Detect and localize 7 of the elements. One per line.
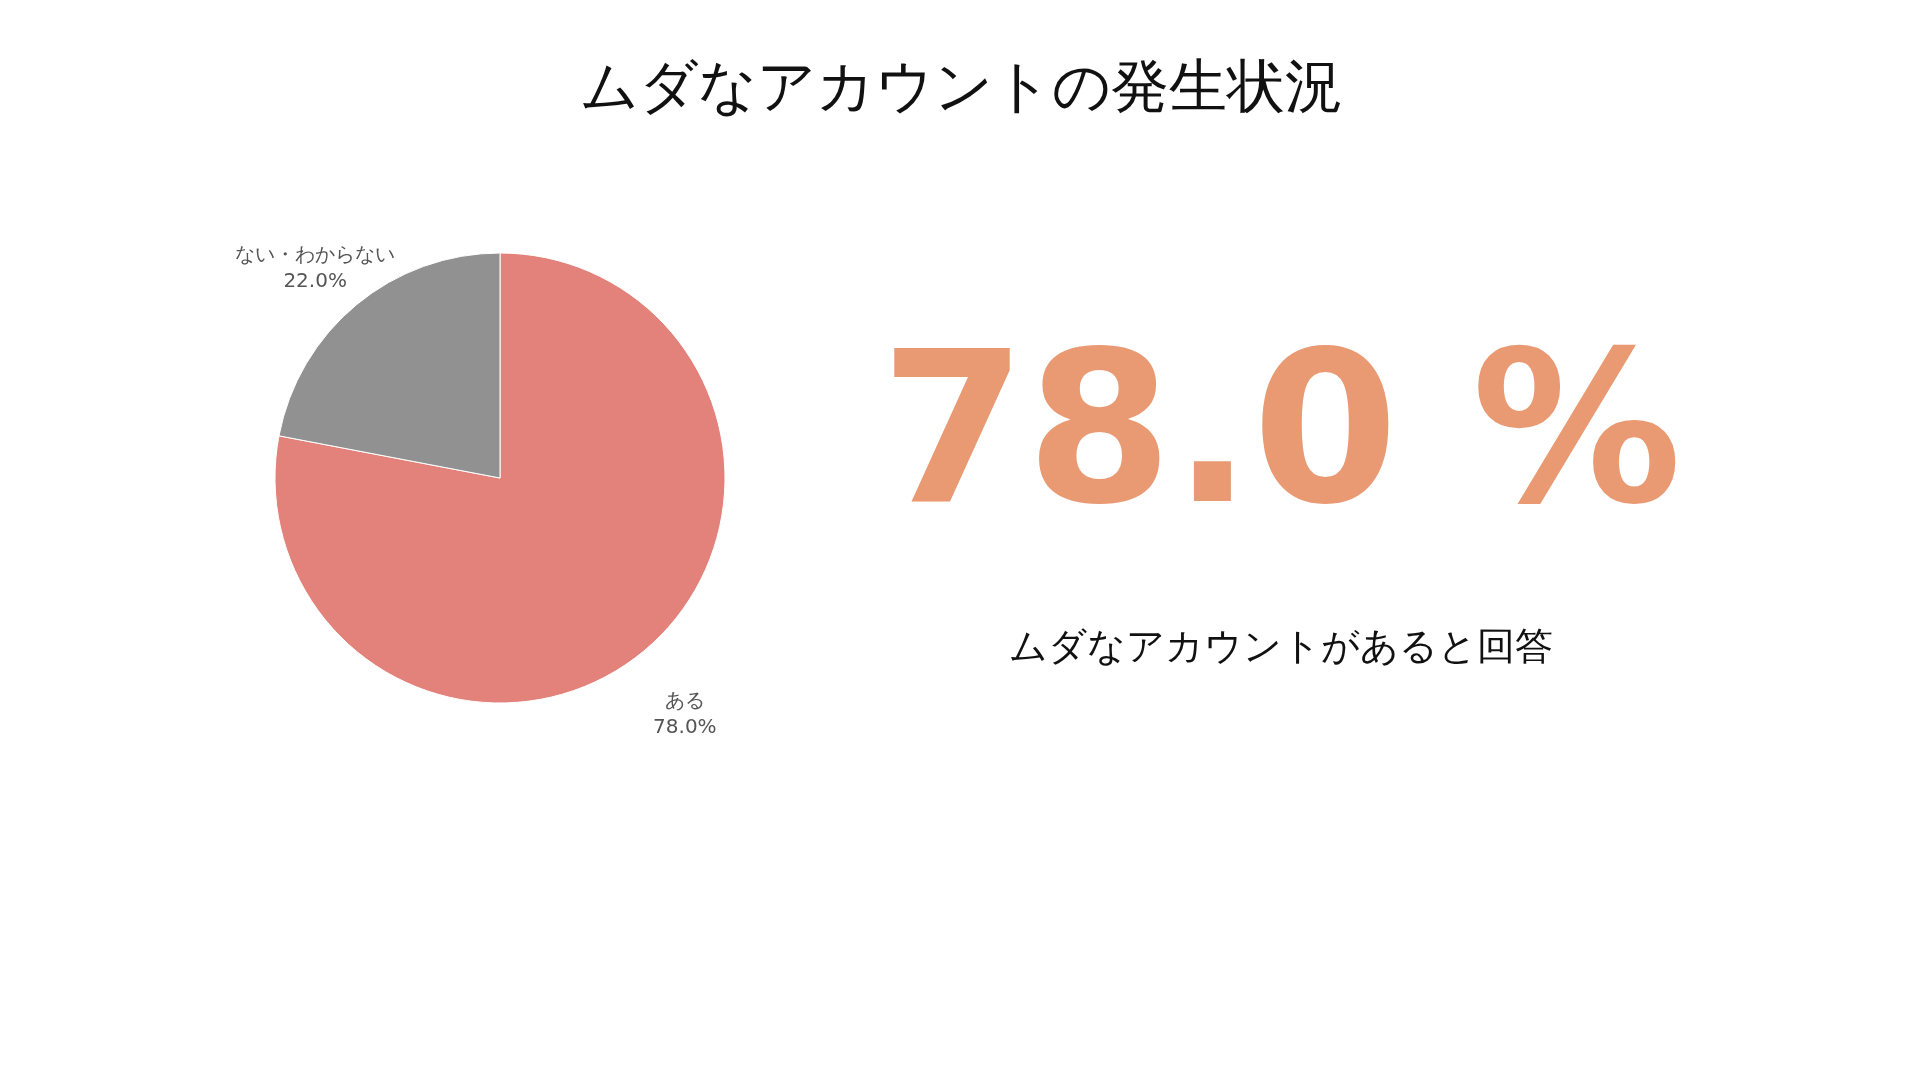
data-label: 78.0% (653, 714, 717, 739)
text: 78.0 % (880, 306, 1682, 551)
text: ムダなアカウントがあると回答 (1009, 624, 1553, 668)
data-label: 22.0% (283, 267, 347, 292)
text: ムダなアカウントの発生状況 (580, 52, 1343, 120)
slice-label: ある (664, 688, 705, 713)
slice-label: ない・わからない (235, 241, 396, 266)
